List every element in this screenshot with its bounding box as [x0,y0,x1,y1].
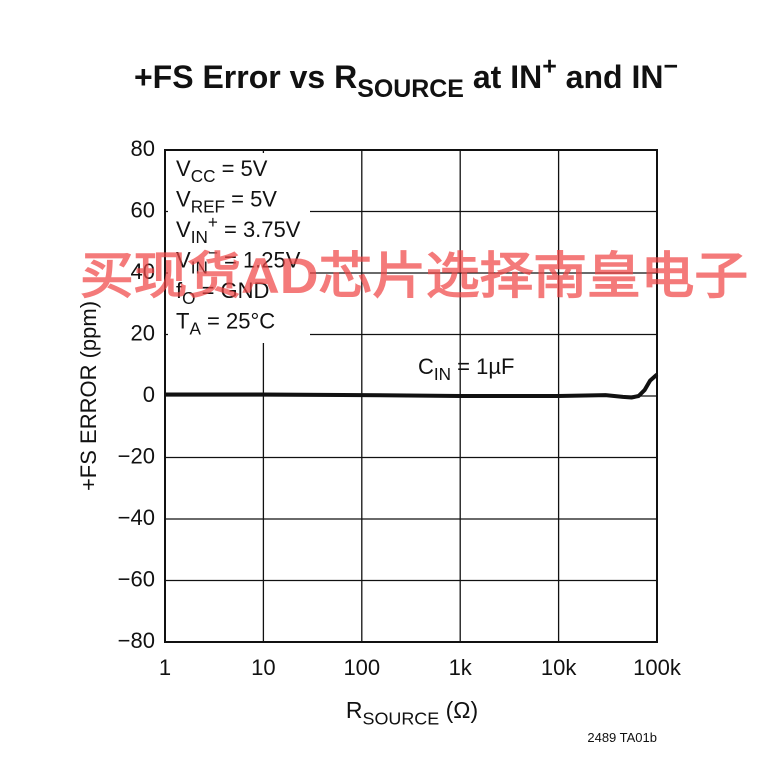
annotation: VCC = 5V [176,156,268,186]
text-part: (Ω) [439,697,478,723]
text-part: f [176,278,183,303]
x-tick-label: 1k [449,655,473,680]
y-axis-label: +FS ERROR (ppm) [76,301,101,491]
y-tick-label: −20 [118,443,155,468]
supscript: − [208,242,218,262]
y-tick-label: 0 [143,382,155,407]
subscript: IN [434,364,451,384]
text-part: = 5V [225,187,277,212]
y-tick-label: −40 [118,505,155,530]
curve-label: CIN = 1µF [418,354,514,384]
chart-title: +FS Error vs RSOURCE at IN+ and IN− [134,53,678,103]
subscript: SOURCE [357,75,464,103]
subscript: O [182,288,195,308]
annotation: fO = GND [176,278,269,308]
annotation: VIN+ = 3.75V [176,212,301,247]
text-part: = 1.25V [218,248,301,273]
y-tick-label: 60 [131,197,155,222]
subscript: A [189,319,201,339]
text-part: = 3.75V [218,217,301,242]
x-tick-label: 1 [159,655,171,680]
text-part: +FS Error vs R [134,59,357,95]
x-tick-label: 10 [251,655,275,680]
annotation-background [168,153,310,343]
text-part: at IN [464,59,542,95]
text-part: = 1µF [451,354,514,379]
annotation: VIN− = 1.25V [176,242,301,277]
text-part: and IN [557,59,664,95]
annotation: VREF = 5V [176,187,277,217]
text-part: T [176,309,189,334]
text-part: V [176,156,191,181]
subscript: IN [191,258,208,278]
text-part: = 5V [215,156,267,181]
y-tick-label: 80 [131,136,155,161]
x-tick-label: 100k [633,655,682,680]
annotation: TA = 25°C [176,309,275,339]
text-part: = GND [195,278,269,303]
text-part: = 25°C [201,309,275,334]
subscript: IN [191,227,208,247]
supscript: + [542,53,557,81]
text-part: C [418,354,434,379]
footnote: 2489 TA01b [587,730,657,745]
subscript: CC [191,166,216,186]
supscript: − [663,53,678,81]
y-tick-label: −80 [118,628,155,653]
y-tick-label: 20 [131,320,155,345]
x-tick-label: 100 [343,655,380,680]
data-line [165,373,659,400]
y-tick-label: −60 [118,566,155,591]
y-tick-label: 40 [131,259,155,284]
watermark: 买现货AD芯片选择南皇电子 [80,248,748,304]
text-part: V [176,248,191,273]
supscript: + [208,212,218,232]
subscript: SOURCE [362,708,439,728]
x-axis-label: RSOURCE (Ω) [346,697,478,728]
subscript: REF [191,197,225,217]
x-tick-label: 10k [541,655,577,680]
text-part: V [176,217,191,242]
text-part: R [346,697,363,723]
text-part: V [176,187,191,212]
